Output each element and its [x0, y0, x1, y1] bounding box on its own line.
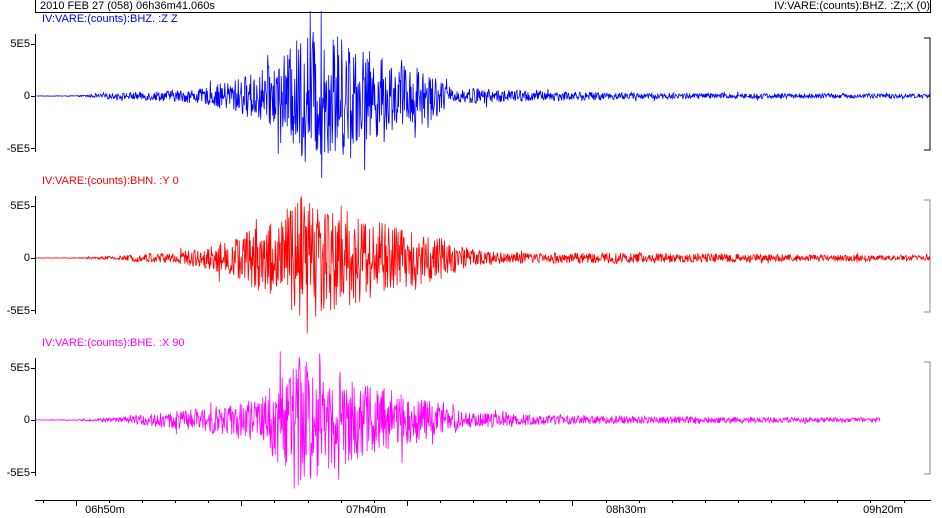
- xtick-label-3: 09h20m: [863, 504, 903, 516]
- header-datetime: 2010 FEB 27 (058) 06h36m41.060s: [40, 0, 215, 12]
- trace-panel-2: [31, 351, 931, 489]
- scale-bracket: [924, 37, 931, 151]
- ytick-bhz-neg: -5E5: [6, 143, 30, 155]
- xtick-label-2: 08h30m: [606, 504, 646, 516]
- ytick-bhn-neg: -5E5: [6, 305, 30, 317]
- ytick-bhe-neg: -5E5: [6, 467, 30, 479]
- trace-waveform-1: [35, 196, 931, 334]
- trace-label-bhe: IV:VARE:(counts):BHE. :X 90: [42, 337, 185, 349]
- ytick-bhn-zero: 0: [23, 252, 30, 264]
- trace-panel-0: [31, 10, 931, 179]
- scale-bracket: [924, 361, 931, 475]
- traces-group: [31, 10, 931, 489]
- ytick-bhz-pos: 5E5: [10, 38, 30, 50]
- scale-bracket: [924, 199, 931, 313]
- trace-waveform-0: [35, 10, 931, 179]
- trace-label-bhn: IV:VARE:(counts):BHN. :Y 0: [42, 175, 179, 187]
- xtick-label-1: 07h40m: [346, 504, 386, 516]
- ytick-bhe-zero: 0: [23, 414, 30, 426]
- ytick-bhn-pos: 5E5: [10, 200, 30, 212]
- ytick-bhe-pos: 5E5: [10, 362, 30, 374]
- xtick-label-0: 06h50m: [85, 504, 125, 516]
- header-right-label: IV:VARE:(counts):BHZ. :Z;;X (0): [774, 0, 930, 12]
- ytick-bhz-zero: 0: [23, 90, 30, 102]
- trace-label-bhz: IV:VARE:(counts):BHZ. :Z Z: [42, 13, 178, 25]
- x-axis-ticks: [43, 500, 905, 506]
- trace-panel-1: [31, 196, 931, 334]
- trace-waveform-2: [35, 351, 881, 489]
